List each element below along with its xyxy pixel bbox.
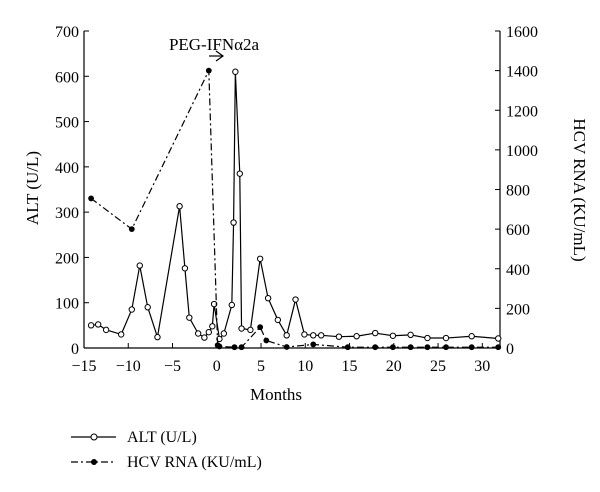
alt-point bbox=[353, 333, 360, 340]
x-tick-label: 30 bbox=[474, 358, 490, 375]
alt-point bbox=[335, 333, 343, 340]
hcv-point bbox=[257, 324, 264, 331]
annotation-arrow bbox=[209, 50, 225, 62]
alt-point bbox=[94, 321, 102, 328]
y-right-tick-label: 400 bbox=[506, 262, 530, 279]
y-left-tick-label: 0 bbox=[71, 341, 79, 358]
alt-point bbox=[495, 335, 502, 342]
alt-point bbox=[176, 203, 183, 210]
hcv-point bbox=[128, 226, 135, 233]
x-tick-label: 15 bbox=[342, 358, 358, 375]
alt-point bbox=[144, 304, 151, 311]
alt-point bbox=[310, 332, 317, 339]
alt-point bbox=[301, 331, 308, 338]
hcv-point bbox=[283, 344, 290, 350]
x-tick-label: 5 bbox=[257, 358, 265, 375]
series-line-hcv bbox=[90, 70, 499, 348]
x-tick-label: −15 bbox=[71, 358, 96, 375]
alt-point bbox=[283, 332, 290, 339]
alt-point bbox=[102, 326, 110, 334]
hcv-point bbox=[216, 343, 223, 350]
y-right-tick-label: 600 bbox=[506, 222, 530, 239]
x-tick-label: −5 bbox=[164, 358, 181, 375]
y-right-tick-label: 1600 bbox=[506, 24, 538, 41]
alt-point bbox=[407, 331, 414, 339]
x-tick-label: 25 bbox=[430, 358, 446, 375]
hcv-point bbox=[468, 344, 475, 351]
y-left-axis-label: ALT (U/L) bbox=[23, 151, 42, 225]
legend-item-hcv: HCV RNA (KU/mL) bbox=[71, 454, 262, 471]
x-tick-label: −10 bbox=[116, 358, 141, 375]
alt-point bbox=[87, 322, 95, 329]
alt-point bbox=[236, 170, 243, 177]
alt-point bbox=[205, 328, 213, 336]
hcv-point bbox=[424, 344, 431, 351]
legend-label-hcv: HCV RNA (KU/mL) bbox=[127, 454, 262, 471]
y-right-tick-label: 1200 bbox=[506, 103, 538, 120]
y-left-tick-label: 500 bbox=[55, 115, 79, 132]
alt-point bbox=[318, 332, 325, 339]
legend: ALT (U/L) HCV RNA (KU/mL) bbox=[71, 429, 262, 471]
y-right-tick-label: 200 bbox=[506, 301, 530, 318]
y-left-tick-label: 600 bbox=[55, 69, 79, 86]
hcv-point bbox=[407, 344, 414, 351]
alt-point bbox=[232, 68, 239, 75]
y-right-tick-label: 0 bbox=[506, 341, 514, 358]
alt-point bbox=[136, 262, 143, 269]
y-left-tick-label: 700 bbox=[55, 24, 79, 41]
y-right-tick-label: 1000 bbox=[506, 143, 538, 160]
alt-point bbox=[128, 306, 135, 313]
y-left-tick-label: 200 bbox=[55, 250, 79, 267]
y-left-tick-label: 100 bbox=[55, 296, 79, 313]
hcv-point bbox=[205, 67, 212, 74]
hcv-point bbox=[495, 344, 502, 351]
alt-point bbox=[292, 296, 299, 303]
alt-point bbox=[194, 330, 202, 337]
alt-point bbox=[230, 219, 237, 226]
hcv-point bbox=[310, 341, 317, 348]
alt-point bbox=[181, 265, 189, 272]
alt-point bbox=[154, 333, 161, 341]
x-tick-label: 20 bbox=[386, 358, 402, 375]
x-tick-label: 0 bbox=[213, 358, 221, 375]
y-right-tick-label: 800 bbox=[506, 183, 530, 200]
y-left-tick-label: 400 bbox=[55, 160, 79, 177]
hcv-point bbox=[390, 344, 396, 351]
hcv-point bbox=[88, 195, 94, 202]
alt-point bbox=[468, 333, 475, 340]
alt-point bbox=[220, 330, 228, 337]
alt-point bbox=[274, 316, 282, 324]
alt-point bbox=[228, 301, 236, 309]
alt-point bbox=[117, 331, 125, 338]
alt-point bbox=[256, 255, 264, 262]
x-axis-label: Months bbox=[250, 385, 302, 404]
alt-point bbox=[238, 325, 245, 332]
axes: 0100200300400500600700020040060080010001… bbox=[55, 24, 538, 375]
legend-item-alt: ALT (U/L) bbox=[71, 429, 197, 446]
x-tick-label: 10 bbox=[297, 358, 313, 375]
hcv-point bbox=[344, 344, 351, 351]
hcv-point bbox=[231, 344, 238, 351]
alt-point bbox=[389, 332, 397, 339]
y-right-tick-label: 1400 bbox=[506, 64, 538, 81]
hcv-point bbox=[372, 344, 379, 351]
series-layer bbox=[87, 67, 502, 351]
hcv-point bbox=[263, 337, 270, 344]
annotation-peg-ifn: PEG-IFNα2a bbox=[169, 35, 260, 54]
hcv-point bbox=[238, 344, 245, 351]
alt-point bbox=[201, 334, 208, 341]
alt-point bbox=[424, 334, 431, 342]
legend-label-alt: ALT (U/L) bbox=[127, 429, 197, 446]
alt-point bbox=[247, 326, 254, 334]
y-right-axis-label: HCV RNA (KU/mL) bbox=[570, 118, 589, 261]
alt-point bbox=[209, 323, 216, 330]
alt-point bbox=[264, 294, 272, 302]
alt-point bbox=[186, 314, 193, 321]
hcv-point bbox=[443, 344, 449, 351]
alt-point bbox=[442, 334, 450, 342]
alt-point bbox=[372, 329, 379, 337]
y-left-tick-label: 300 bbox=[55, 205, 79, 222]
